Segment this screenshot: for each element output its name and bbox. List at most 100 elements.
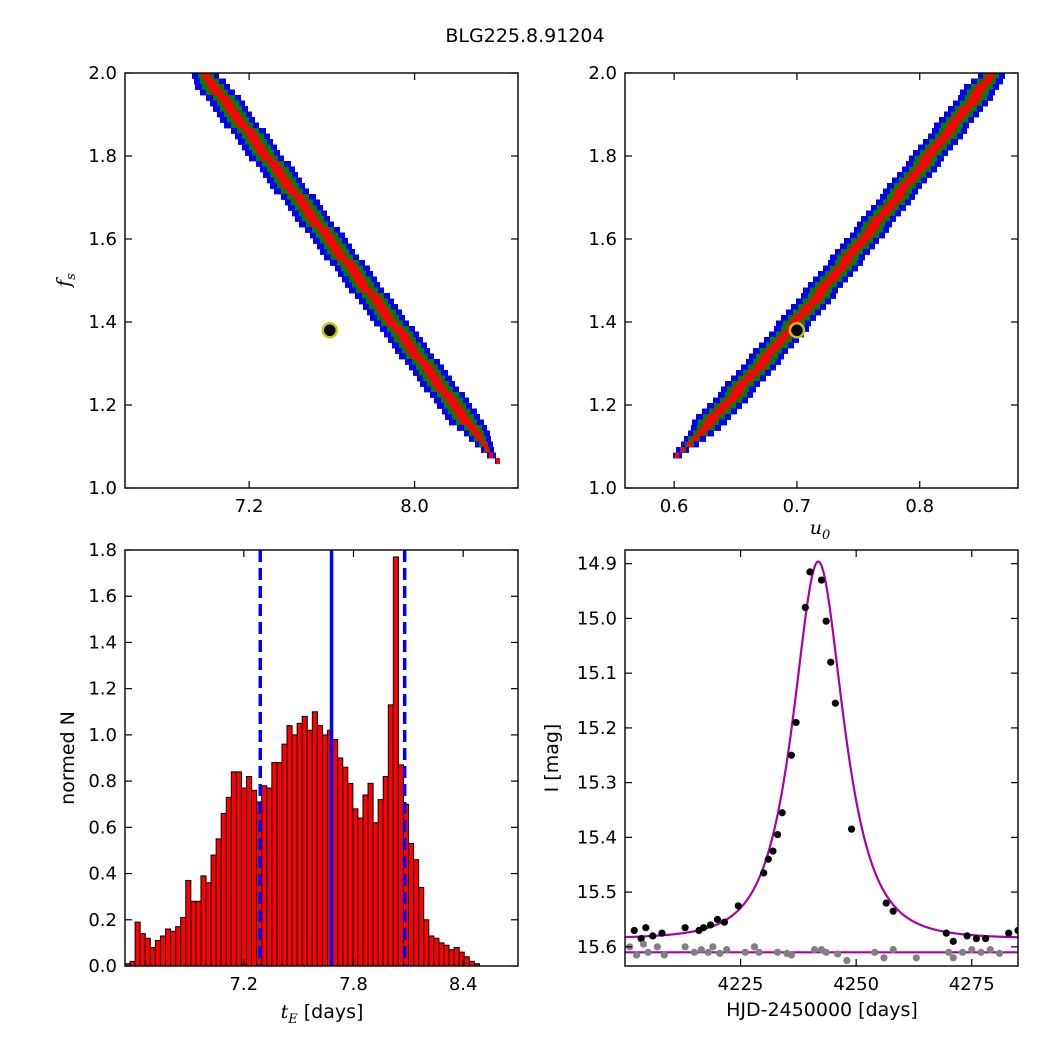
- band-cell-inner: [404, 342, 415, 349]
- band-cell-inner: [940, 133, 951, 140]
- band-cell-inner: [275, 172, 286, 178]
- y-tick-label: 1.6: [588, 229, 617, 250]
- band-cell-inner: [748, 370, 759, 376]
- y-tick-label: 1.4: [588, 312, 617, 333]
- y-tick-label: 1.6: [88, 229, 117, 250]
- data-point: [834, 950, 842, 958]
- data-point: [653, 943, 661, 951]
- data-point: [942, 929, 950, 937]
- histogram-bar: [175, 926, 182, 966]
- data-point: [986, 945, 994, 954]
- band-cell-inner: [982, 78, 992, 85]
- histogram-bar: [210, 854, 217, 966]
- best-fit-point: [321, 322, 339, 339]
- y-axis-label: normed N: [57, 711, 79, 805]
- data-point: [1005, 929, 1013, 937]
- band-cell-inner: [879, 210, 890, 217]
- band-cell-inner: [888, 199, 899, 206]
- band-cell-inner: [951, 117, 962, 123]
- data-point: [660, 951, 668, 959]
- data-point: [871, 948, 879, 956]
- y-tick-label: 15.3: [577, 773, 617, 794]
- histogram-bar: [377, 799, 384, 966]
- band-cell-inner: [766, 348, 777, 354]
- y-tick-label: 15.2: [577, 718, 617, 739]
- band-cell-inner: [461, 419, 472, 426]
- histogram-bar: [205, 882, 212, 966]
- band-cell-inner: [857, 238, 868, 244]
- data-point: [949, 937, 957, 945]
- band-cell-inner: [909, 172, 920, 178]
- band-cell-inner: [692, 436, 698, 442]
- band-cell-inner: [956, 111, 967, 118]
- histogram-bar: [296, 722, 303, 966]
- x-tick-label: 4250: [833, 974, 879, 995]
- histogram-bar: [352, 808, 359, 966]
- y-axis-label: fs: [53, 273, 79, 289]
- data-point: [642, 924, 650, 932]
- band-cell-inner: [411, 353, 422, 360]
- y-tick-label: 1.0: [88, 725, 117, 746]
- band-cell-inner: [372, 298, 383, 305]
- band-cell-inner: [454, 408, 465, 415]
- band-cell-inner: [930, 144, 941, 151]
- data-point: [632, 951, 641, 959]
- band-cell-inner: [318, 227, 329, 233]
- histogram-bar: [311, 711, 318, 966]
- data-point: [750, 943, 759, 951]
- band-cell-inner: [247, 133, 258, 140]
- data-point: [810, 945, 819, 954]
- data-point: [764, 855, 772, 863]
- band-cell-inner: [914, 166, 925, 173]
- data-point: [827, 658, 835, 666]
- band-cell-outer: [0, 458, 5, 464]
- band-cell-inner: [300, 205, 311, 211]
- band-cell-inner: [322, 232, 333, 239]
- data-point: [649, 932, 657, 940]
- histogram-bar: [276, 762, 283, 966]
- y-tick-label: 1.2: [88, 679, 117, 700]
- histogram-bar: [372, 822, 379, 966]
- histogram-bar: [281, 743, 288, 966]
- band-cell-inner: [842, 254, 853, 261]
- data-point: [880, 954, 888, 962]
- histogram-bar: [144, 937, 151, 966]
- histogram-bar: [261, 785, 268, 966]
- band-cell-middle: [0, 458, 4, 464]
- band-cell-inner: [229, 111, 240, 118]
- x-tick-label: 8.4: [449, 974, 478, 995]
- band-cell-inner: [432, 381, 443, 387]
- data-point: [644, 948, 652, 956]
- histogram-bar: [190, 900, 197, 966]
- y-tick-label: 1.2: [88, 395, 117, 416]
- data-point: [637, 935, 645, 943]
- histogram-bar: [433, 937, 440, 966]
- data-point: [658, 929, 666, 937]
- y-tick-label: 2.0: [88, 63, 117, 84]
- data-point: [778, 809, 786, 817]
- data-point: [1014, 926, 1018, 935]
- band-cell-inner: [781, 331, 792, 338]
- histogram-bar: [225, 796, 232, 966]
- histogram-bar: [332, 739, 339, 966]
- band-cell-inner: [758, 359, 769, 365]
- y-tick-label: 0.8: [88, 771, 117, 792]
- band-cell-inner: [212, 89, 223, 96]
- x-tick-label: 0.8: [905, 496, 934, 517]
- histogram-bar: [337, 757, 344, 966]
- band-cell-inner: [307, 216, 318, 222]
- band-cell-inner: [297, 199, 308, 206]
- band-cell-inner: [407, 348, 418, 354]
- plot-frame: [624, 549, 1019, 967]
- y-tick-label: 1.4: [88, 312, 117, 333]
- data-point: [847, 825, 856, 833]
- histogram-bar: [291, 734, 298, 966]
- band-cell-inner: [279, 177, 290, 184]
- band-cell-inner: [883, 205, 894, 211]
- band-cell-inner: [336, 254, 347, 261]
- band-cell-inner: [737, 381, 748, 387]
- data-point: [681, 924, 689, 932]
- band-cell-inner: [725, 397, 736, 404]
- band-cell-inner: [681, 447, 685, 453]
